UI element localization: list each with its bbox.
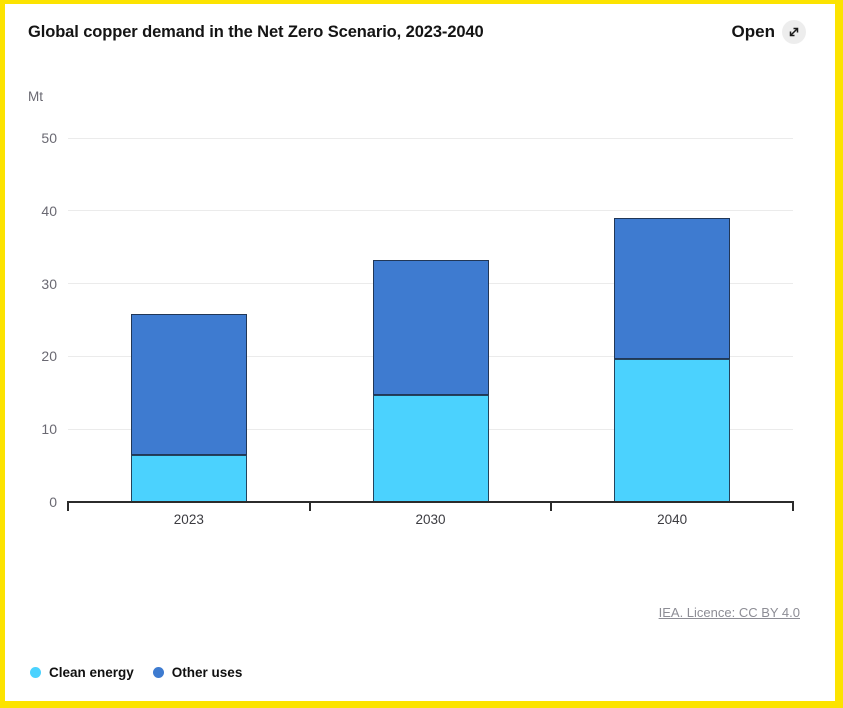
legend-label: Clean energy bbox=[49, 665, 134, 680]
legend-label: Other uses bbox=[171, 665, 243, 680]
legend-dot-clean-energy bbox=[30, 667, 41, 678]
y-tick-label-10: 10 bbox=[41, 421, 57, 438]
expand-arrow-icon[interactable] bbox=[782, 20, 806, 44]
bar-segment-other-uses-2023[interactable] bbox=[130, 314, 247, 456]
open-button-label: Open bbox=[731, 22, 775, 41]
legend: Clean energy Other uses bbox=[30, 665, 242, 680]
open-button[interactable]: Open bbox=[732, 20, 806, 44]
y-tick-label-0: 0 bbox=[49, 494, 57, 510]
legend-dot-other-uses bbox=[152, 667, 164, 678]
bar-segment-clean-energy-2040[interactable] bbox=[614, 358, 731, 502]
x-axis-tick bbox=[792, 502, 794, 511]
gridline-50 bbox=[68, 137, 793, 139]
y-tick-label-20: 20 bbox=[41, 348, 57, 365]
bar-segment-other-uses-2030[interactable] bbox=[372, 260, 489, 395]
y-tick-label-30: 30 bbox=[41, 275, 57, 292]
bar-segment-clean-energy-2030[interactable] bbox=[372, 394, 489, 502]
licence-link[interactable]: IEA. Licence: CC BY 4.0 bbox=[658, 605, 800, 620]
gridline-40 bbox=[68, 210, 793, 212]
bar-segment-clean-energy-2023[interactable] bbox=[130, 455, 247, 502]
x-tick-label-2030: 2030 bbox=[415, 512, 446, 527]
legend-item-other-uses[interactable]: Other uses bbox=[152, 665, 243, 680]
legend-item-clean-energy[interactable]: Clean energy bbox=[30, 665, 134, 680]
y-tick-label-40: 40 bbox=[41, 202, 57, 219]
x-tick-label-2040: 2040 bbox=[657, 512, 688, 527]
x-axis-tick bbox=[308, 502, 311, 511]
y-axis-unit-label: Mt bbox=[28, 89, 43, 104]
chart-title: Global copper demand in the Net Zero Sce… bbox=[28, 23, 484, 41]
y-tick-label-50: 50 bbox=[41, 130, 57, 146]
bar-segment-other-uses-2040[interactable] bbox=[614, 218, 731, 359]
x-axis-tick bbox=[550, 502, 553, 511]
x-axis-tick bbox=[67, 502, 69, 511]
x-axis-line bbox=[67, 501, 794, 503]
x-tick-label-2023: 2023 bbox=[173, 512, 204, 527]
